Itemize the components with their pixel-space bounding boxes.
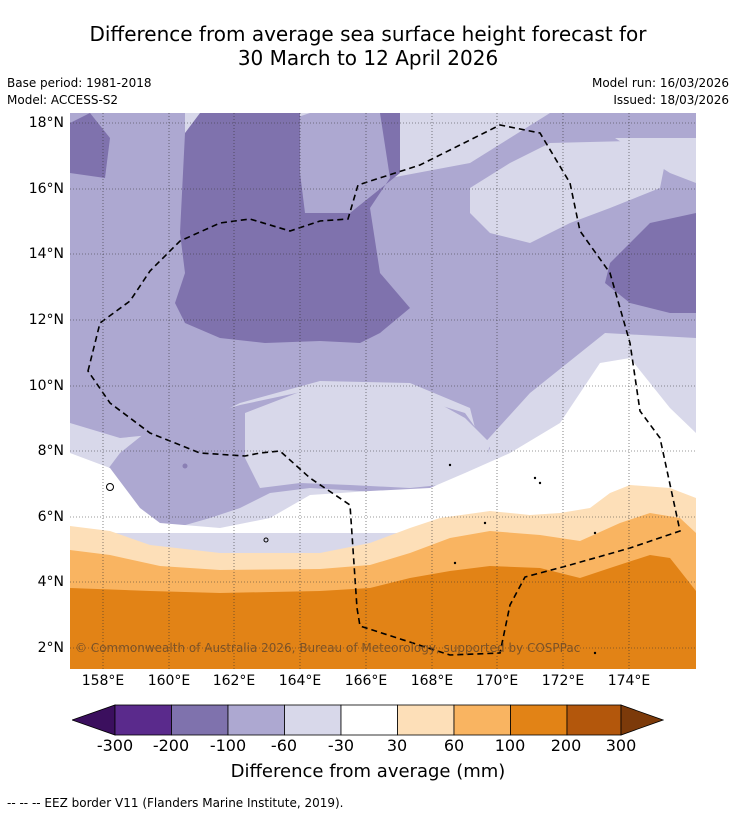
model-name: Model: ACCESS-S2 (7, 93, 119, 107)
lon-label: 164°E (278, 673, 322, 689)
lat-label: 12°N (28, 312, 64, 328)
band-100-to-200 (70, 555, 696, 669)
lon-label: 166°E (344, 673, 388, 689)
band-minus-200-to-100-c (605, 213, 696, 313)
island-marker (593, 651, 597, 655)
island-marker (448, 463, 452, 467)
title-line-2: 30 March to 12 April 2026 (237, 46, 499, 70)
colorbar-tick: 200 (550, 736, 582, 755)
colorbar-swatch (566, 704, 622, 736)
island-marker (593, 531, 597, 535)
issued-date: Issued: 18/03/2026 (613, 93, 729, 107)
lon-label: 172°E (541, 673, 585, 689)
island-marker (106, 483, 114, 491)
lat-label: 8°N (37, 443, 64, 459)
lat-label: 16°N (28, 181, 64, 197)
lat-label: 10°N (28, 378, 64, 394)
colorbar-swatch (227, 704, 285, 736)
map-title: Difference from average sea surface heig… (0, 22, 736, 70)
lat-label: 14°N (28, 246, 64, 262)
lon-label: 158°E (81, 673, 125, 689)
band-light-east (470, 141, 665, 243)
colorbar-tick: -300 (96, 736, 134, 755)
colorbar (72, 704, 664, 736)
colorbar-swatch (510, 704, 568, 736)
lon-label: 170°E (475, 673, 519, 689)
island-marker (453, 561, 457, 565)
colorbar-tick: 60 (443, 736, 465, 755)
base-period: Base period: 1981-2018 (7, 76, 152, 90)
copyright-notice: © Commonwealth of Australia 2026, Bureau… (75, 641, 581, 655)
eez-footnote: -- -- -- EEZ border V11 (Flanders Marine… (7, 796, 344, 810)
colorbar-title: Difference from average (mm) (230, 761, 506, 782)
eez-border (87, 124, 681, 656)
colorbar-tick: -200 (152, 736, 190, 755)
band-minus-200-to-100 (70, 113, 110, 178)
island-marker (182, 463, 188, 469)
colorbar-swatch (284, 704, 342, 736)
lat-label: 6°N (37, 509, 64, 525)
lat-label: 4°N (37, 574, 64, 590)
colorbar-tick: -100 (209, 736, 247, 755)
model-run: Model run: 16/03/2026 (591, 76, 729, 90)
colorbar-tick: 30 (386, 736, 408, 755)
sea-height-map (70, 113, 696, 669)
band-light-south (245, 383, 490, 488)
lon-label: 174°E (607, 673, 651, 689)
lat-label: 18°N (28, 115, 64, 131)
band-minus-30-to-30 (70, 358, 696, 533)
lon-label: 162°E (212, 673, 256, 689)
colorbar-swatch (171, 704, 229, 736)
lon-label: 168°E (410, 673, 454, 689)
colorbar-tick: 300 (605, 736, 637, 755)
island-marker (483, 521, 487, 525)
colorbar-tick: 100 (494, 736, 526, 755)
meta-left: Base period: 1981-2018 Model: ACCESS-S2 (7, 75, 152, 109)
lat-label: 2°N (37, 640, 64, 656)
colorbar-swatch (453, 704, 511, 736)
island-marker (533, 476, 537, 480)
colorbar-swatch (114, 704, 172, 736)
colorbar-swatch (397, 704, 455, 736)
title-line-1: Difference from average sea surface heig… (89, 22, 647, 46)
lon-label: 160°E (147, 673, 191, 689)
colorbar-arrow-low (72, 704, 116, 736)
colorbar-tick: -60 (270, 736, 298, 755)
colorbar-tick: -30 (327, 736, 355, 755)
meta-right: Model run: 16/03/2026 Issued: 18/03/2026 (592, 75, 729, 109)
colorbar-arrow-high (620, 704, 664, 736)
colorbar-swatch (340, 704, 398, 736)
island-marker (538, 481, 542, 485)
map-gridlines (70, 113, 696, 669)
island-marker (263, 537, 269, 543)
